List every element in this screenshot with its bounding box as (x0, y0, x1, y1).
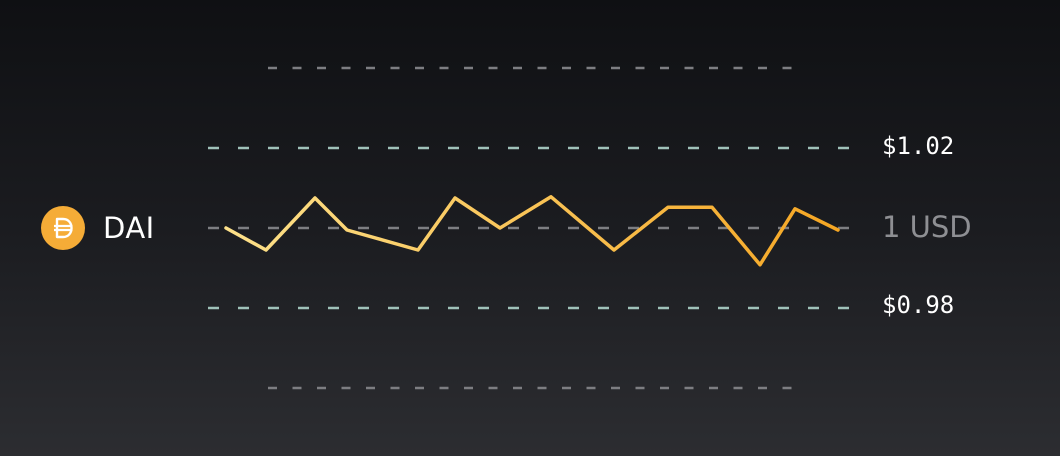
lower-bound-label: $0.98 (882, 291, 955, 319)
price-series-line (224, 195, 840, 267)
peg-reference-label: 1 USD (882, 210, 972, 244)
token-name: DAI (103, 211, 155, 245)
dai-coin-icon (41, 206, 85, 250)
token-badge: DAI (41, 206, 155, 250)
series-layer (224, 195, 840, 267)
upper-bound-label: $1.02 (882, 132, 955, 160)
grid-layer (208, 66, 852, 390)
